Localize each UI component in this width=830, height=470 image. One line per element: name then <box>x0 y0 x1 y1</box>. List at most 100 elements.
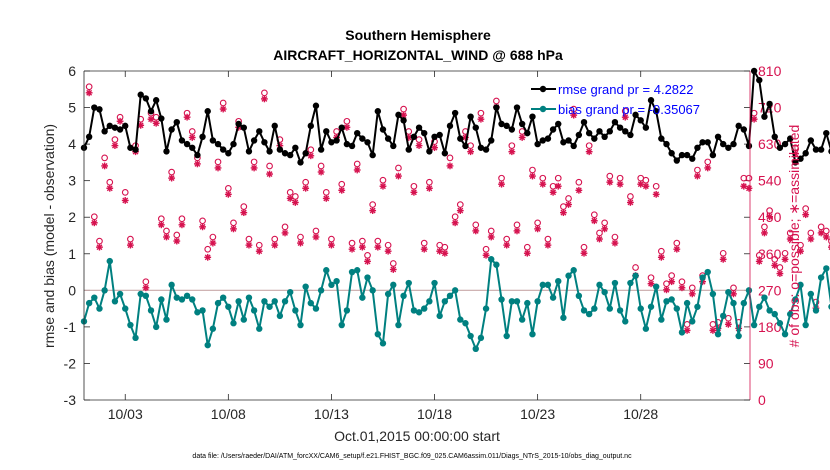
obs-assimilated-point <box>802 211 810 219</box>
obs-assimilated-point <box>549 188 557 196</box>
bias-point <box>663 298 670 305</box>
obs-assimilated-point <box>96 243 103 251</box>
obs-possible-point <box>446 154 454 162</box>
bias-point <box>101 287 108 294</box>
obs-assimilated-point <box>106 184 114 192</box>
y2-tick-label: 360 <box>758 246 782 262</box>
obs-assimilated-point <box>657 253 665 261</box>
plot-area <box>84 71 750 400</box>
bias-point <box>400 292 407 300</box>
obs-assimilated-point <box>807 235 815 243</box>
obs-assimilated-point <box>230 225 237 233</box>
bias-point <box>96 305 103 312</box>
bias-point <box>673 305 681 312</box>
rmse-point <box>503 122 510 130</box>
obs-assimilated-point <box>111 142 119 150</box>
bias-point <box>482 305 490 312</box>
bias-point <box>431 279 438 287</box>
obs-assimilated-point <box>719 255 727 263</box>
obs-assimilated-point <box>766 213 773 221</box>
rmse-point <box>652 108 660 115</box>
bias-point <box>807 290 815 298</box>
rmse-point <box>451 109 459 117</box>
rmse-point <box>209 137 217 144</box>
bias-point <box>730 299 737 307</box>
rmse-point <box>91 104 98 111</box>
bias-point <box>312 305 320 312</box>
rmse-point <box>555 120 562 128</box>
rmse-point <box>781 140 789 148</box>
obs-assimilated-point <box>302 184 310 192</box>
bias-point <box>214 299 222 307</box>
rmse-point <box>323 128 330 135</box>
obs-assimilated-point <box>688 290 696 298</box>
obs-assimilated-point <box>271 241 279 249</box>
bias-point <box>544 281 552 289</box>
obs-assimilated-point <box>379 182 387 190</box>
bias-point <box>534 298 541 305</box>
bias-point <box>163 316 170 323</box>
bias-point <box>616 307 624 314</box>
bias-point <box>529 331 536 338</box>
bias-point <box>699 274 706 281</box>
rmse-point <box>472 124 479 131</box>
bias-point <box>364 274 371 281</box>
obs-assimilated-point <box>755 257 763 265</box>
bias-point <box>761 294 768 301</box>
bias-point <box>302 283 309 290</box>
bias-point <box>570 267 577 274</box>
bias-point <box>379 340 387 347</box>
bias-series <box>80 256 830 353</box>
rmse-point <box>410 133 418 140</box>
obs-possible-point <box>632 264 639 271</box>
rmse-point <box>245 148 253 155</box>
obs-assimilated-point <box>570 111 578 119</box>
y-tick-label: -1 <box>64 319 77 335</box>
rmse-point <box>333 137 340 144</box>
bias-point <box>173 294 180 301</box>
x-tick-label: 10/18 <box>417 406 452 422</box>
bias-point <box>637 305 644 312</box>
bias-point <box>245 294 253 301</box>
obs-assimilated-point <box>456 207 464 214</box>
rmse-point <box>189 144 196 151</box>
bias-point <box>152 323 160 331</box>
bias-point <box>111 298 119 305</box>
rmse-point <box>261 139 268 146</box>
bias-point <box>266 303 273 310</box>
obs-assimilated-point <box>797 247 804 255</box>
bias-point <box>802 321 809 329</box>
obs-assimilated-point <box>642 182 650 190</box>
rmse-point <box>286 151 294 159</box>
obs-possible-point <box>266 162 273 170</box>
rmse-point <box>797 155 804 162</box>
y-tick-label: 1 <box>68 246 76 262</box>
rmse-point <box>642 124 650 131</box>
obs-assimilated-point <box>786 235 794 243</box>
rmse-point <box>817 146 825 153</box>
bias-point <box>199 307 206 314</box>
rmse-point <box>421 129 428 137</box>
obs-assimilated-point <box>745 184 753 192</box>
bias-point <box>740 299 748 307</box>
data-file-footnote: data file: /Users/raeder/DAI/ATM_forcXX/… <box>192 453 632 460</box>
rmse-point <box>457 135 464 142</box>
obs-assimilated-point <box>436 247 444 255</box>
rmse-point <box>302 150 309 157</box>
obs-assimilated-point <box>621 113 629 121</box>
obs-assimilated-point <box>616 180 624 188</box>
obs-possible-point <box>554 174 562 182</box>
bias-point <box>333 277 340 285</box>
obs-assimilated-point <box>152 119 160 127</box>
x-tick-label: 10/23 <box>520 406 555 422</box>
bias-point <box>668 296 675 303</box>
bias-point <box>250 307 258 314</box>
obs-possible-point <box>575 178 583 186</box>
y2-tick-label: 810 <box>758 63 782 79</box>
obs-assimilated-point <box>121 197 129 204</box>
obs-assimilated-point <box>565 201 572 208</box>
rmse-point <box>173 118 180 126</box>
rmse-point <box>575 131 583 139</box>
bias-point <box>627 279 634 287</box>
rmse-point <box>658 135 665 142</box>
